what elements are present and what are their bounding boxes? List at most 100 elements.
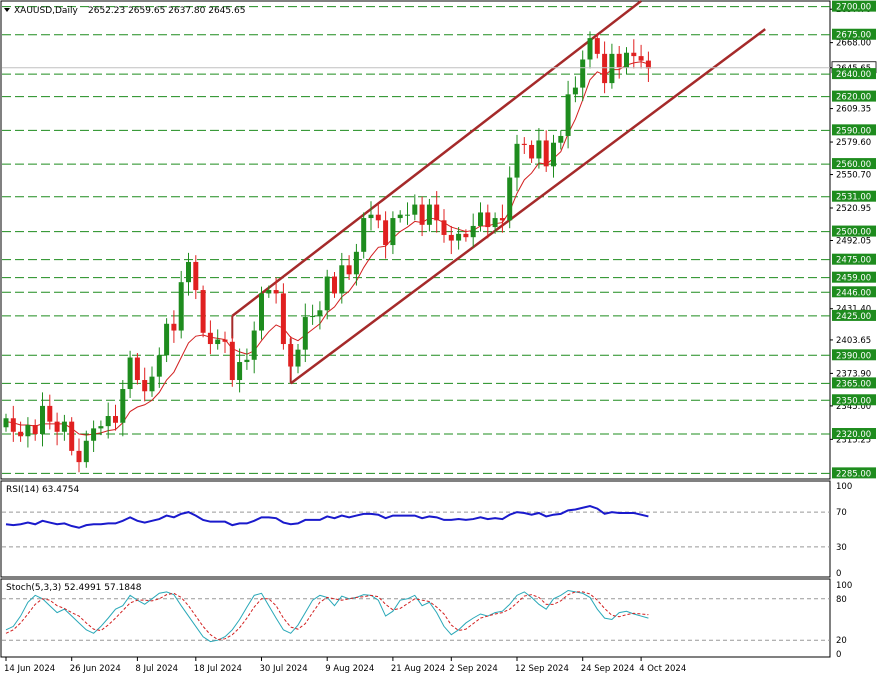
- level-label: 2675.00: [836, 31, 871, 41]
- candle-body: [54, 421, 60, 432]
- stoch-axis-label: 100: [836, 581, 852, 591]
- time-axis-label: 18 Jul 2024: [194, 664, 242, 674]
- level-label-box: [832, 394, 876, 406]
- candle-body: [280, 293, 286, 345]
- level-label: 2640.00: [836, 70, 871, 80]
- stoch-header: Stoch(5,3,3) 52.4991 57.1848: [6, 583, 142, 593]
- candle-body: [149, 376, 155, 392]
- candle-body: [83, 440, 89, 463]
- stoch-signal-line: [5, 591, 649, 641]
- rsi-line: [5, 504, 649, 529]
- level-label: 2459.00: [836, 274, 871, 284]
- candle-body: [565, 94, 571, 136]
- candle-body: [587, 38, 593, 60]
- price-axis-label: 2431.40: [836, 305, 871, 315]
- rsi-axis-label: 70: [836, 508, 847, 518]
- candle-body: [368, 214, 374, 219]
- candle-body: [324, 276, 330, 311]
- candle-body: [69, 421, 75, 451]
- rsi-axis-label: 30: [836, 543, 847, 553]
- level-label-box: [832, 349, 876, 361]
- level-label: 2590.00: [836, 126, 871, 136]
- time-axis-label: 21 Aug 2024: [391, 664, 445, 674]
- candle-body: [448, 234, 454, 241]
- candle-body: [529, 144, 535, 159]
- candle-body: [551, 142, 556, 167]
- level-label: 2320.00: [836, 430, 871, 440]
- rsi-panel-frame: [0, 480, 831, 578]
- candle-body: [419, 204, 425, 225]
- level-label: 2620.00: [836, 93, 871, 103]
- level-label-box: [832, 253, 876, 265]
- level-label: 2390.00: [836, 351, 871, 361]
- candle-body: [193, 261, 199, 291]
- level-label-box: [832, 225, 876, 237]
- stochastic-panel: 100 80 20 0 Stoch(5,3,3) 52.4991 57.1848: [0, 578, 852, 660]
- candle-body: [244, 359, 250, 363]
- candle-body: [434, 204, 440, 221]
- stoch-axis-label: 20: [836, 636, 847, 646]
- candle-body: [499, 218, 505, 221]
- chevron-down-icon[interactable]: [4, 8, 10, 12]
- candle-body: [76, 450, 82, 463]
- level-label-box: [832, 124, 876, 136]
- candle-body: [339, 265, 345, 294]
- candle-body: [485, 212, 491, 228]
- level-label: 2365.00: [836, 379, 871, 389]
- candle-body: [156, 355, 162, 377]
- candle-body: [441, 220, 447, 235]
- time-axis-label: 26 Jun 2024: [70, 664, 121, 674]
- candle-body: [178, 282, 184, 331]
- channel-upper-line: [231, 0, 642, 317]
- rsi-axis-label: 100: [836, 482, 852, 492]
- level-label-box: [832, 271, 876, 283]
- candle-body: [288, 344, 294, 367]
- level-label: 2531.00: [836, 193, 871, 203]
- candle-body: [543, 140, 549, 167]
- level-label-box: [832, 309, 876, 321]
- time-axis-label: 2 Sep 2024: [449, 664, 497, 674]
- level-label: 2446.00: [836, 288, 871, 298]
- candle-body: [478, 212, 483, 226]
- candle-body: [624, 52, 629, 68]
- price-axis-label: 2609.35: [836, 105, 871, 115]
- candle-body: [594, 38, 600, 54]
- level-label-box: [832, 190, 876, 202]
- candle-body: [317, 310, 323, 316]
- candle-body: [361, 218, 367, 252]
- candle-body: [405, 214, 410, 216]
- price-axis-label: 2579.60: [836, 138, 871, 148]
- stoch-panel-frame: [0, 578, 831, 658]
- time-axis-label: 30 Jul 2024: [260, 664, 308, 674]
- candle-body: [10, 418, 16, 432]
- time-axis-label: 24 Sep 2024: [581, 664, 635, 674]
- candle-body: [134, 357, 140, 381]
- candle-body: [98, 426, 104, 429]
- price-axis-label: 2403.65: [836, 336, 871, 346]
- candle-body: [40, 405, 45, 435]
- candle-body: [61, 421, 67, 432]
- candle-body: [507, 177, 513, 221]
- chart-header: XAUUSD,Daily 2652.23 2659.65 2637.80 264…: [4, 6, 245, 16]
- time-axis-label: 4 Oct 2024: [639, 664, 686, 674]
- candle-body: [521, 143, 527, 145]
- candle-body: [463, 233, 469, 238]
- candle-body: [113, 416, 118, 423]
- candle-body: [91, 428, 97, 441]
- candle-body: [105, 416, 111, 427]
- time-axis: 14 Jun 2024 26 Jun 2024 8 Jul 2024 18 Jul 2…: [4, 657, 686, 674]
- time-axis-label: 8 Jul 2024: [135, 664, 178, 674]
- candle-body: [412, 204, 418, 215]
- candle-body: [310, 315, 316, 318]
- price-axis-label: 2668.00: [836, 39, 871, 49]
- level-label: 2475.00: [836, 256, 871, 266]
- level-label: 2285.00: [836, 469, 871, 479]
- price-axis-label: 2520.95: [836, 204, 871, 214]
- level-label-box: [832, 158, 876, 170]
- candle-body: [186, 261, 191, 283]
- candle-body: [383, 220, 389, 246]
- candle-body: [229, 341, 235, 381]
- candle-body: [558, 135, 564, 143]
- level-label-box: [832, 0, 876, 12]
